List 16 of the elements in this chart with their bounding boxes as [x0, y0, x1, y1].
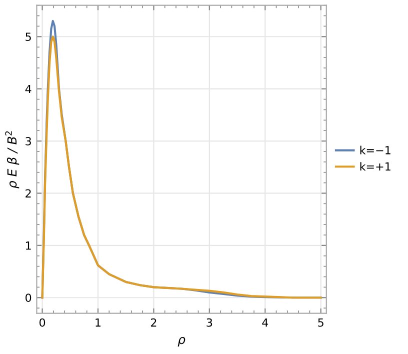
legend-label: k=+1	[360, 162, 390, 171]
x-tick-label: 3	[206, 318, 212, 327]
x-tick-label: 0	[39, 318, 46, 327]
x-tick-label: 1	[96, 318, 101, 327]
y-tick-label: 3	[26, 137, 31, 146]
y-tick-label: 4	[25, 84, 32, 94]
x-tick-label: 4	[262, 318, 268, 327]
y-tick-label: 1	[26, 242, 31, 250]
x-tick-label: 2	[150, 318, 156, 327]
y-tick-label: 2	[26, 189, 31, 198]
y-tick-label: 0	[26, 294, 32, 302]
legend-label: k=−1	[360, 146, 390, 154]
x-tick-label: 5	[318, 318, 324, 327]
y-axis-title: ρ E β / B$^{2}$	[5, 131, 20, 188]
y-tick-label: 5	[26, 32, 31, 42]
x-axis-title: ρ	[178, 336, 186, 347]
